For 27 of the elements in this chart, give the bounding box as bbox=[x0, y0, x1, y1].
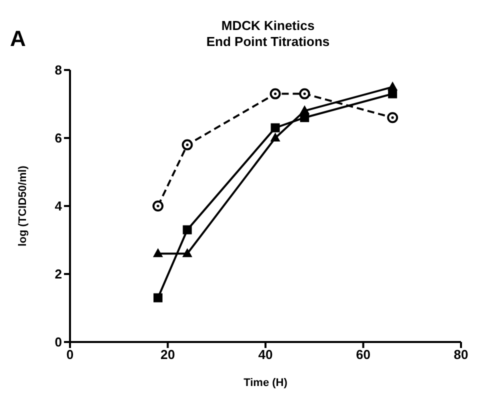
point bbox=[182, 248, 192, 258]
point bbox=[153, 293, 162, 302]
text: A bbox=[10, 26, 26, 52]
x-tick-label: 0 bbox=[66, 347, 74, 362]
x-axis-title: Time (H) bbox=[244, 377, 288, 389]
point bbox=[270, 132, 280, 142]
point bbox=[182, 139, 193, 150]
x-tick-label: 60 bbox=[356, 347, 370, 362]
point bbox=[152, 248, 163, 258]
point bbox=[300, 105, 310, 114]
x-tick-label: 20 bbox=[160, 347, 175, 362]
y-tick-label: 4 bbox=[54, 198, 63, 214]
point bbox=[270, 123, 280, 132]
y-axis-title: log (TCID50/ml) bbox=[16, 165, 29, 246]
y-tick-label: 8 bbox=[54, 62, 62, 78]
y-tick-label: 2 bbox=[54, 266, 62, 282]
y-tick-label: 6 bbox=[54, 130, 62, 146]
point bbox=[299, 88, 310, 100]
x-tick-label: 40 bbox=[258, 347, 273, 362]
point bbox=[388, 82, 398, 90]
point bbox=[387, 112, 398, 124]
chart-title: MDCK Kinetics End Point Titrations bbox=[205, 18, 331, 50]
y-tick-label: 0 bbox=[54, 334, 62, 350]
x-tick-label: 80 bbox=[454, 347, 468, 362]
point bbox=[270, 88, 281, 100]
point bbox=[182, 225, 192, 234]
point bbox=[152, 200, 164, 212]
